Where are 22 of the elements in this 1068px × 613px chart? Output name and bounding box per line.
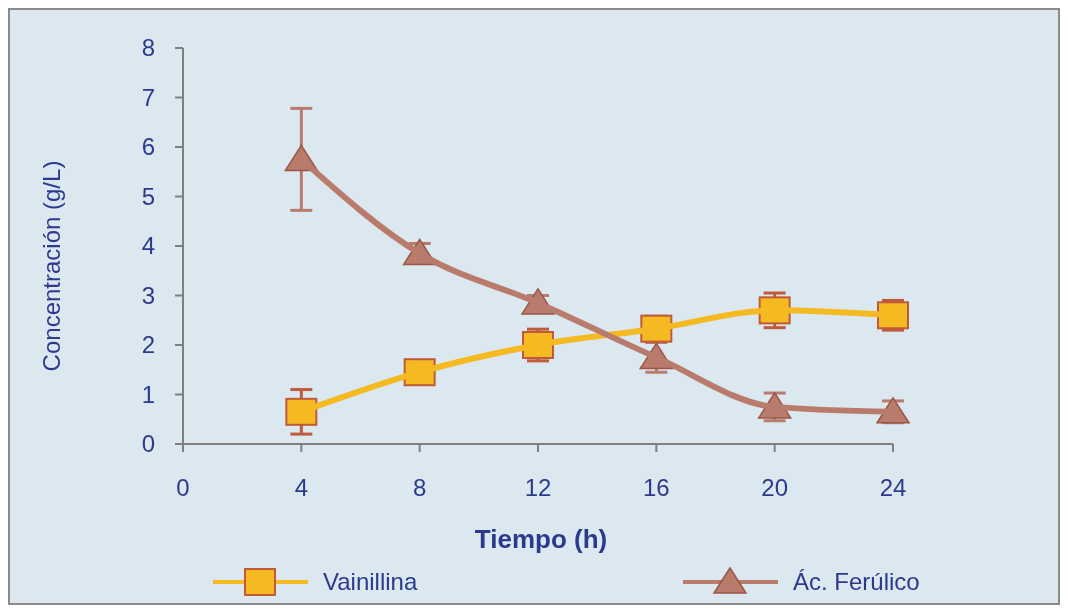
y-tick-label: 6 [141, 133, 155, 161]
y-tick-label: 8 [141, 34, 155, 62]
x-tick-label: 12 [524, 474, 552, 501]
point [877, 301, 909, 330]
y-tick-label: 4 [141, 232, 155, 260]
y-tick-label: 1 [141, 380, 155, 408]
y-axis-title: Concentración (g/L) [38, 160, 65, 372]
y-tick-label: 0 [141, 430, 155, 458]
y-tick-label: 7 [141, 83, 155, 111]
x-tick-label: 16 [642, 474, 670, 501]
y-tick-label: 2 [141, 331, 155, 359]
x-tick-label: 24 [879, 474, 907, 501]
point [876, 397, 910, 424]
x-tick-label: 0 [176, 474, 190, 501]
y-tick-label: 3 [141, 281, 155, 309]
legend-label: Ác. Ferúlico [793, 568, 920, 596]
x-axis-title: Tiempo (h) [474, 524, 608, 554]
legend-label: Vainillina [323, 568, 418, 596]
x-tick-label: 20 [761, 474, 789, 501]
y-tick-label: 5 [141, 182, 155, 210]
x-tick-label: 4 [294, 474, 309, 501]
x-tick-label: 8 [412, 474, 427, 501]
